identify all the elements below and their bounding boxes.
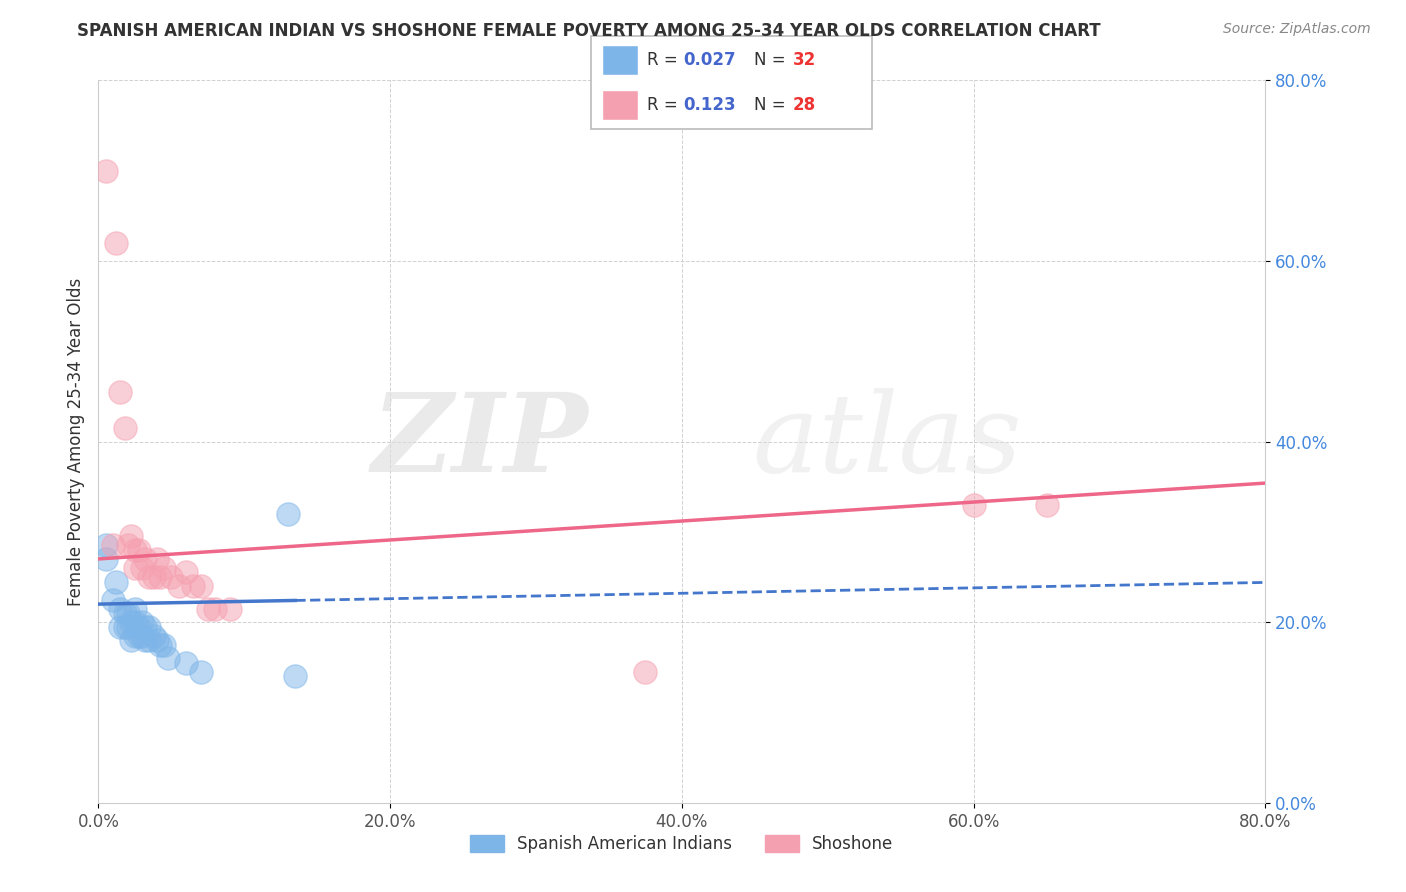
- Point: [134, 633, 156, 648]
- Text: 0.123: 0.123: [683, 96, 735, 114]
- Point: [131, 561, 153, 575]
- Text: N =: N =: [754, 51, 790, 69]
- Point: [131, 629, 153, 643]
- FancyBboxPatch shape: [602, 45, 638, 75]
- Point: [284, 669, 307, 683]
- Point: [167, 579, 190, 593]
- Point: [153, 638, 176, 652]
- Y-axis label: Female Poverty Among 25-34 Year Olds: Female Poverty Among 25-34 Year Olds: [66, 277, 84, 606]
- Point: [114, 606, 136, 620]
- Point: [128, 542, 150, 557]
- Point: [94, 552, 117, 566]
- Text: ZIP: ZIP: [373, 388, 589, 495]
- Text: 0.027: 0.027: [683, 51, 735, 69]
- Point: [124, 561, 146, 575]
- Point: [124, 601, 146, 615]
- Point: [110, 601, 132, 615]
- Point: [218, 601, 240, 615]
- Point: [153, 561, 176, 575]
- Text: R =: R =: [647, 51, 683, 69]
- Point: [120, 633, 142, 648]
- Point: [181, 579, 204, 593]
- Point: [149, 638, 172, 652]
- Point: [104, 235, 127, 250]
- Point: [117, 606, 139, 620]
- Point: [138, 570, 160, 584]
- Text: Source: ZipAtlas.com: Source: ZipAtlas.com: [1223, 22, 1371, 37]
- Point: [104, 574, 127, 589]
- Point: [120, 615, 142, 630]
- Text: SPANISH AMERICAN INDIAN VS SHOSHONE FEMALE POVERTY AMONG 25-34 YEAR OLDS CORRELA: SPANISH AMERICAN INDIAN VS SHOSHONE FEMA…: [77, 22, 1101, 40]
- Text: N =: N =: [754, 96, 790, 114]
- Point: [114, 421, 136, 435]
- Point: [142, 570, 165, 584]
- Point: [124, 542, 146, 557]
- Point: [197, 601, 219, 615]
- Point: [101, 538, 124, 552]
- Point: [174, 656, 197, 670]
- Point: [149, 570, 172, 584]
- Text: 32: 32: [793, 51, 817, 69]
- Point: [174, 566, 197, 580]
- Point: [128, 629, 150, 643]
- Point: [634, 665, 657, 679]
- Point: [124, 615, 146, 630]
- FancyBboxPatch shape: [591, 36, 872, 129]
- Point: [138, 620, 160, 634]
- Point: [124, 629, 146, 643]
- Point: [120, 529, 142, 543]
- Point: [110, 384, 132, 399]
- Point: [134, 552, 156, 566]
- Point: [146, 633, 169, 648]
- Point: [94, 538, 117, 552]
- Point: [1035, 498, 1057, 512]
- Text: 28: 28: [793, 96, 815, 114]
- Point: [131, 615, 153, 630]
- Point: [157, 651, 180, 665]
- Point: [204, 601, 226, 615]
- Point: [117, 538, 139, 552]
- Point: [117, 620, 139, 634]
- Point: [101, 592, 124, 607]
- Point: [962, 498, 984, 512]
- Point: [190, 579, 212, 593]
- Point: [110, 620, 132, 634]
- Point: [146, 552, 169, 566]
- Point: [138, 633, 160, 648]
- Point: [277, 507, 299, 521]
- Text: R =: R =: [647, 96, 683, 114]
- Text: atlas: atlas: [752, 388, 1022, 495]
- Legend: Spanish American Indians, Shoshone: Spanish American Indians, Shoshone: [464, 828, 900, 860]
- Point: [190, 665, 212, 679]
- Point: [160, 570, 183, 584]
- Point: [94, 163, 117, 178]
- Point: [114, 620, 136, 634]
- FancyBboxPatch shape: [602, 90, 638, 120]
- Point: [142, 629, 165, 643]
- Point: [134, 620, 156, 634]
- Point: [128, 620, 150, 634]
